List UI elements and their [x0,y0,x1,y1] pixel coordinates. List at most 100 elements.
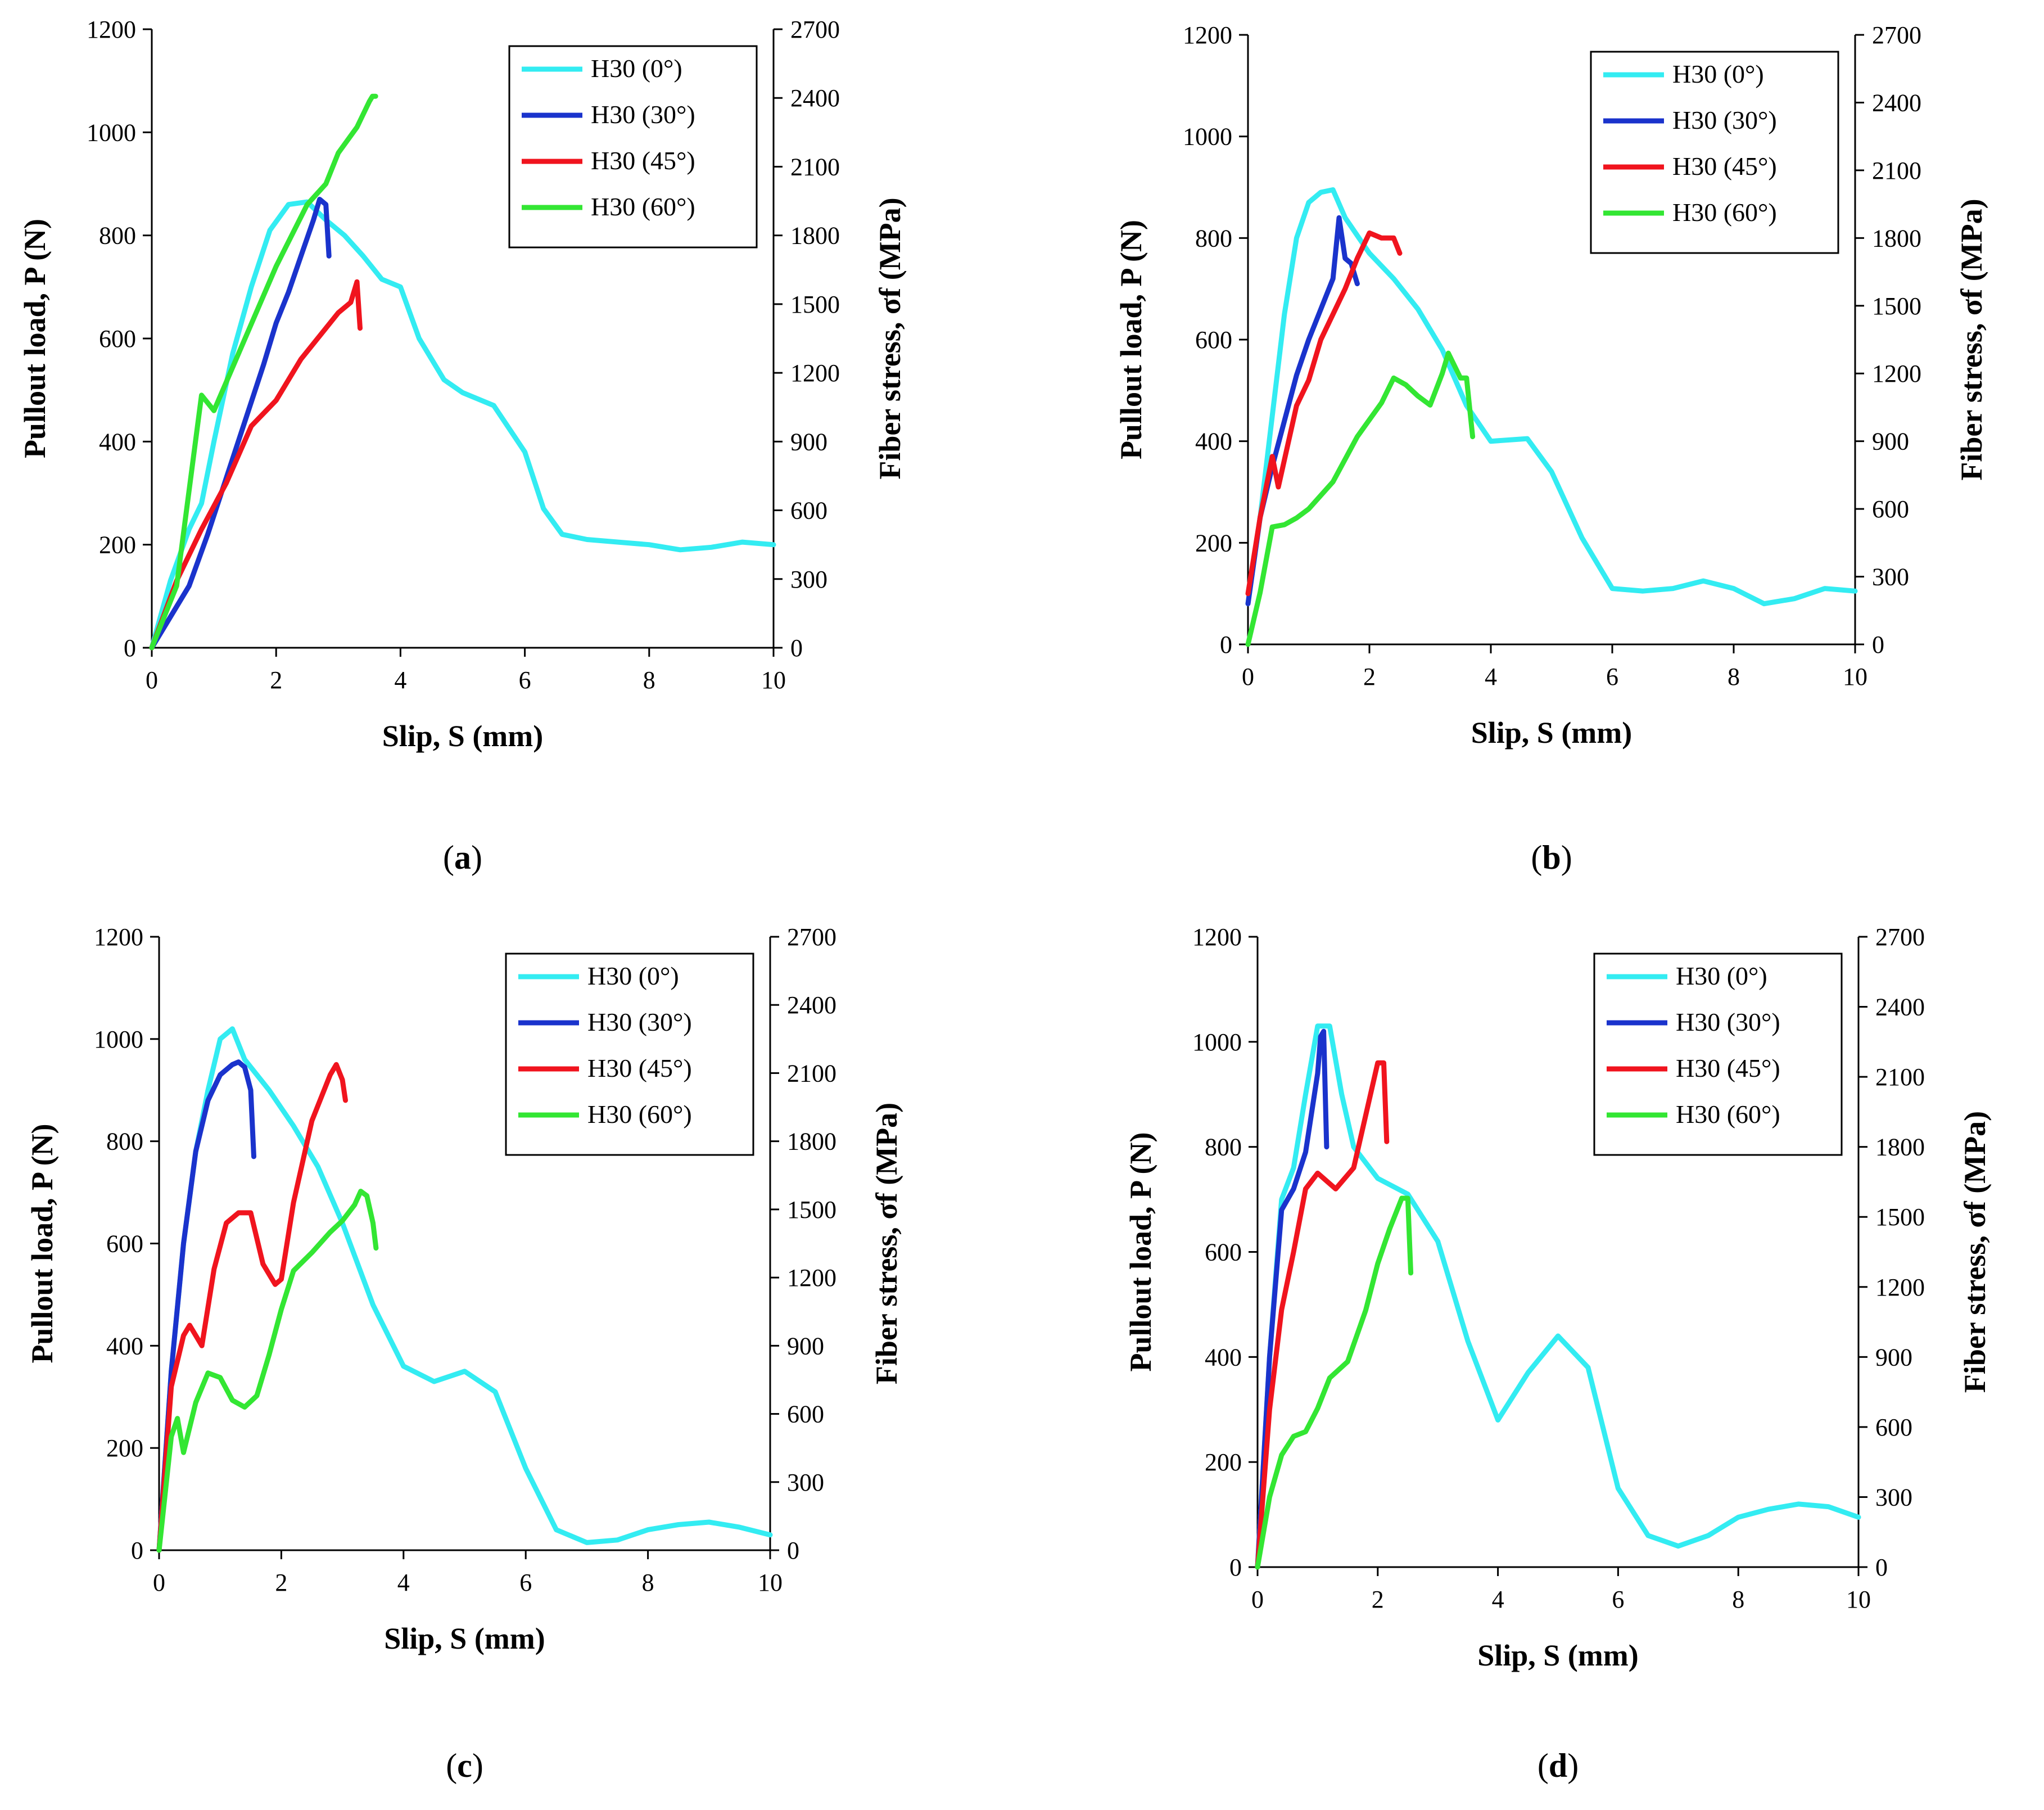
series-line-1 [1245,187,1858,607]
y2-tick-label: 1200 [790,359,840,387]
y-tick-label: 1200 [87,16,136,43]
y2-tick-label: 2400 [1872,89,1921,116]
y2-tick-label: 2100 [1875,1063,1925,1091]
y-tick-label: 1000 [1183,123,1232,151]
y2-tick-label: 2100 [1872,157,1921,184]
y2-axis-label: Fiber stress, σf (MPa) [1958,1111,1992,1393]
y-tick-label: 0 [131,1537,143,1564]
legend-entry: H30 (60°) [1672,198,1777,227]
legend-entry: H30 (45°) [587,1054,692,1082]
y2-tick-label: 600 [787,1401,824,1428]
x-tick-label: 8 [642,1569,654,1596]
legend-box [505,953,754,1156]
x-axis-label: Slip, S (mm) [382,719,544,753]
x-tick-label: 2 [275,1569,287,1596]
series-line-3 [156,1062,348,1553]
x-tick-label: 0 [1251,1586,1264,1613]
x-tick-label: 10 [1843,663,1867,690]
y-tick-label: 1200 [94,923,143,951]
legend-entry: H30 (45°) [1672,152,1777,180]
y2-tick-label: 1800 [790,222,840,250]
y-tick-label: 800 [99,222,136,250]
chart-panel-a: 0 2 4 6 8 10020040060080010001200030060090012… [18,16,907,876]
series-line-2 [1245,215,1360,607]
series-line-3 [149,279,363,651]
y-tick-label: 600 [1205,1239,1242,1266]
y2-tick-label: 1500 [1872,292,1921,320]
y2-tick-label: 2700 [790,16,840,43]
y2-tick-label: 900 [790,428,827,455]
series-line-1 [1255,1023,1861,1570]
y2-tick-label: 2700 [787,923,836,951]
y2-tick-label: 900 [1875,1343,1912,1371]
legend-entry: H30 (0°) [1672,60,1764,88]
legend-entry: H30 (30°) [591,100,695,129]
y-tick-label: 800 [1205,1134,1242,1161]
series-line-3 [1255,1060,1390,1570]
y2-tick-label: 300 [790,566,827,593]
series-line-2 [149,197,332,651]
y-tick-label: 1200 [1183,21,1232,49]
y-tick-label: 200 [1205,1448,1242,1476]
y2-tick-label: 900 [1872,428,1909,455]
y-tick-label: 600 [99,325,136,353]
y2-axis-label: Fiber stress, σf (MPa) [870,1103,903,1384]
panel-label: (c) [446,1747,483,1784]
legend-entry: H30 (0°) [591,54,682,83]
legend-entry: H30 (45°) [1676,1054,1780,1082]
y2-tick-label: 2700 [1875,923,1925,951]
y-tick-label: 0 [1220,631,1232,658]
legend-entry: H30 (45°) [591,146,695,175]
x-tick-label: 2 [270,666,282,694]
legend: H30 (0°) H30 (30°) H30 (45°) H30 (60°) [1593,953,1843,1156]
y2-tick-label: 1800 [1872,224,1921,252]
y-axis-label: Pullout load, P (N) [1124,1132,1157,1371]
y2-tick-label: 1800 [787,1128,836,1155]
legend-box [508,45,758,249]
x-tick-label: 8 [1732,1586,1744,1613]
x-tick-label: 6 [519,1569,532,1596]
legend: H30 (0°) H30 (30°) H30 (45°) H30 (60°) [508,45,758,249]
y2-tick-label: 2100 [787,1059,836,1087]
chart-panel-b: 0 2 4 6 8 10020040060080010001200030060090012… [1114,21,1988,876]
y-tick-label: 600 [106,1230,143,1258]
chart-panel-c: 0 2 4 6 8 10020040060080010001200030060090012… [25,923,903,1784]
series-line-4 [156,1189,379,1553]
y-axis-label: Pullout load, P (N) [25,1123,59,1363]
y-axis-label: Pullout load, P (N) [1114,220,1148,459]
series-line-1 [156,1026,773,1553]
y2-tick-label: 2400 [1875,994,1925,1021]
legend-entry: H30 (60°) [591,192,695,221]
y2-tick-label: 0 [787,1537,799,1564]
x-tick-label: 4 [397,1569,410,1596]
y2-tick-label: 2400 [790,84,840,112]
y2-axis-label: Fiber stress, σf (MPa) [1955,198,1988,480]
y-tick-label: 200 [106,1434,143,1462]
legend-box [1593,953,1843,1156]
y2-axis-label: Fiber stress, σf (MPa) [873,197,907,479]
y2-tick-label: 1200 [787,1264,836,1292]
y2-tick-label: 0 [1875,1554,1888,1581]
y2-tick-label: 600 [790,497,827,525]
y-tick-label: 400 [106,1332,143,1360]
y-tick-label: 1200 [1192,923,1242,951]
y2-tick-label: 1200 [1875,1274,1925,1301]
x-tick-label: 4 [1485,663,1497,690]
y-tick-label: 1000 [1192,1028,1242,1056]
y-axis-label: Pullout load, P (N) [18,219,52,458]
panel-label: (a) [443,839,482,876]
y-tick-label: 800 [1195,224,1232,252]
legend-entry: H30 (0°) [1676,962,1767,990]
y2-tick-label: 1500 [1875,1203,1925,1231]
x-tick-label: 6 [519,666,531,694]
legend-entry: H30 (60°) [587,1100,692,1129]
y-tick-label: 1000 [87,119,136,146]
y-tick-label: 0 [1229,1554,1242,1581]
x-tick-label: 4 [1492,1586,1504,1613]
y2-tick-label: 2700 [1872,21,1921,49]
y2-tick-label: 300 [1872,563,1909,591]
legend-entry: H30 (30°) [1672,106,1777,134]
y2-tick-label: 0 [790,634,803,662]
y2-tick-label: 1800 [1875,1134,1925,1161]
series-line-4 [1255,1195,1414,1570]
